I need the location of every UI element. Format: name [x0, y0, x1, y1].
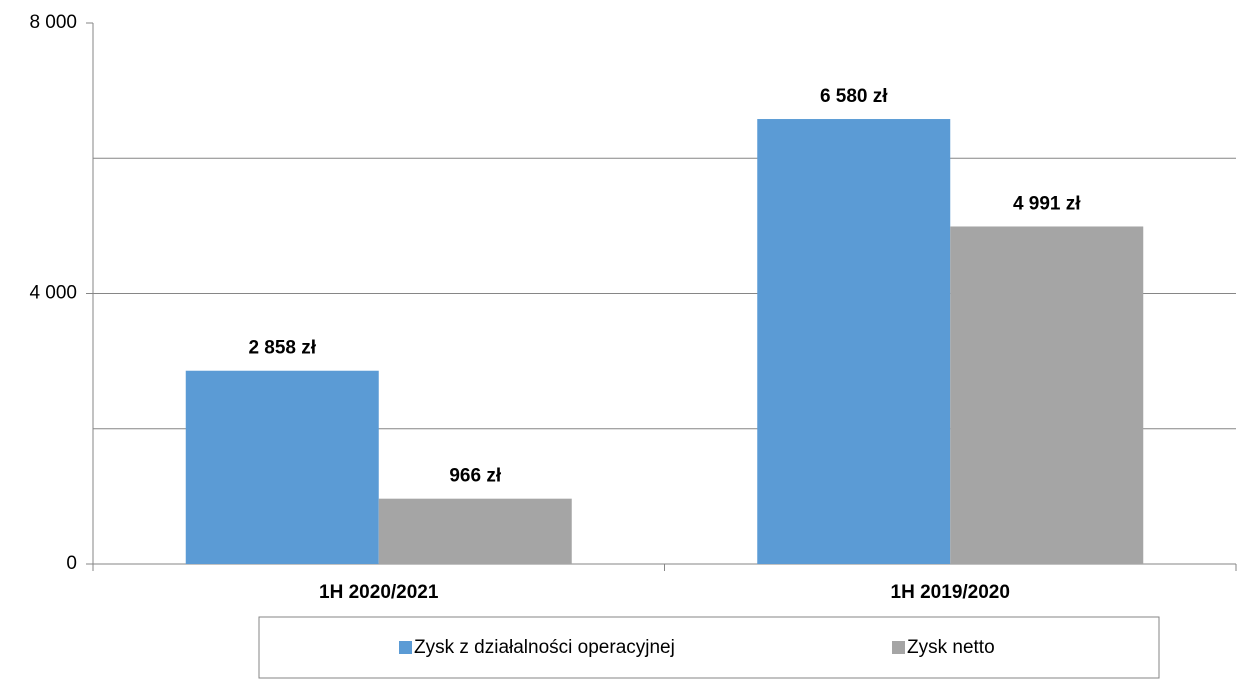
bar [185, 370, 379, 564]
value-label: 6 580 zł [820, 86, 888, 107]
bar [378, 498, 572, 564]
bar [757, 119, 951, 564]
legend-swatch [399, 641, 412, 654]
y-tick-label: 8 000 [29, 12, 77, 33]
value-label: 2 858 zł [248, 338, 316, 359]
y-tick-label: 0 [66, 553, 77, 574]
x-tick-label: 1H 2020/2021 [319, 582, 439, 603]
value-label: 4 991 zł [1013, 193, 1081, 214]
x-tick-label: 1H 2019/2020 [891, 582, 1010, 603]
legend-label: Zysk netto [907, 637, 995, 658]
legend-swatch [892, 641, 905, 654]
legend-label: Zysk z działalności operacyjnej [414, 637, 675, 658]
bar [950, 226, 1144, 564]
y-tick-label: 4 000 [29, 283, 77, 304]
legend-box [258, 616, 1160, 679]
value-label: 966 zł [449, 466, 501, 487]
